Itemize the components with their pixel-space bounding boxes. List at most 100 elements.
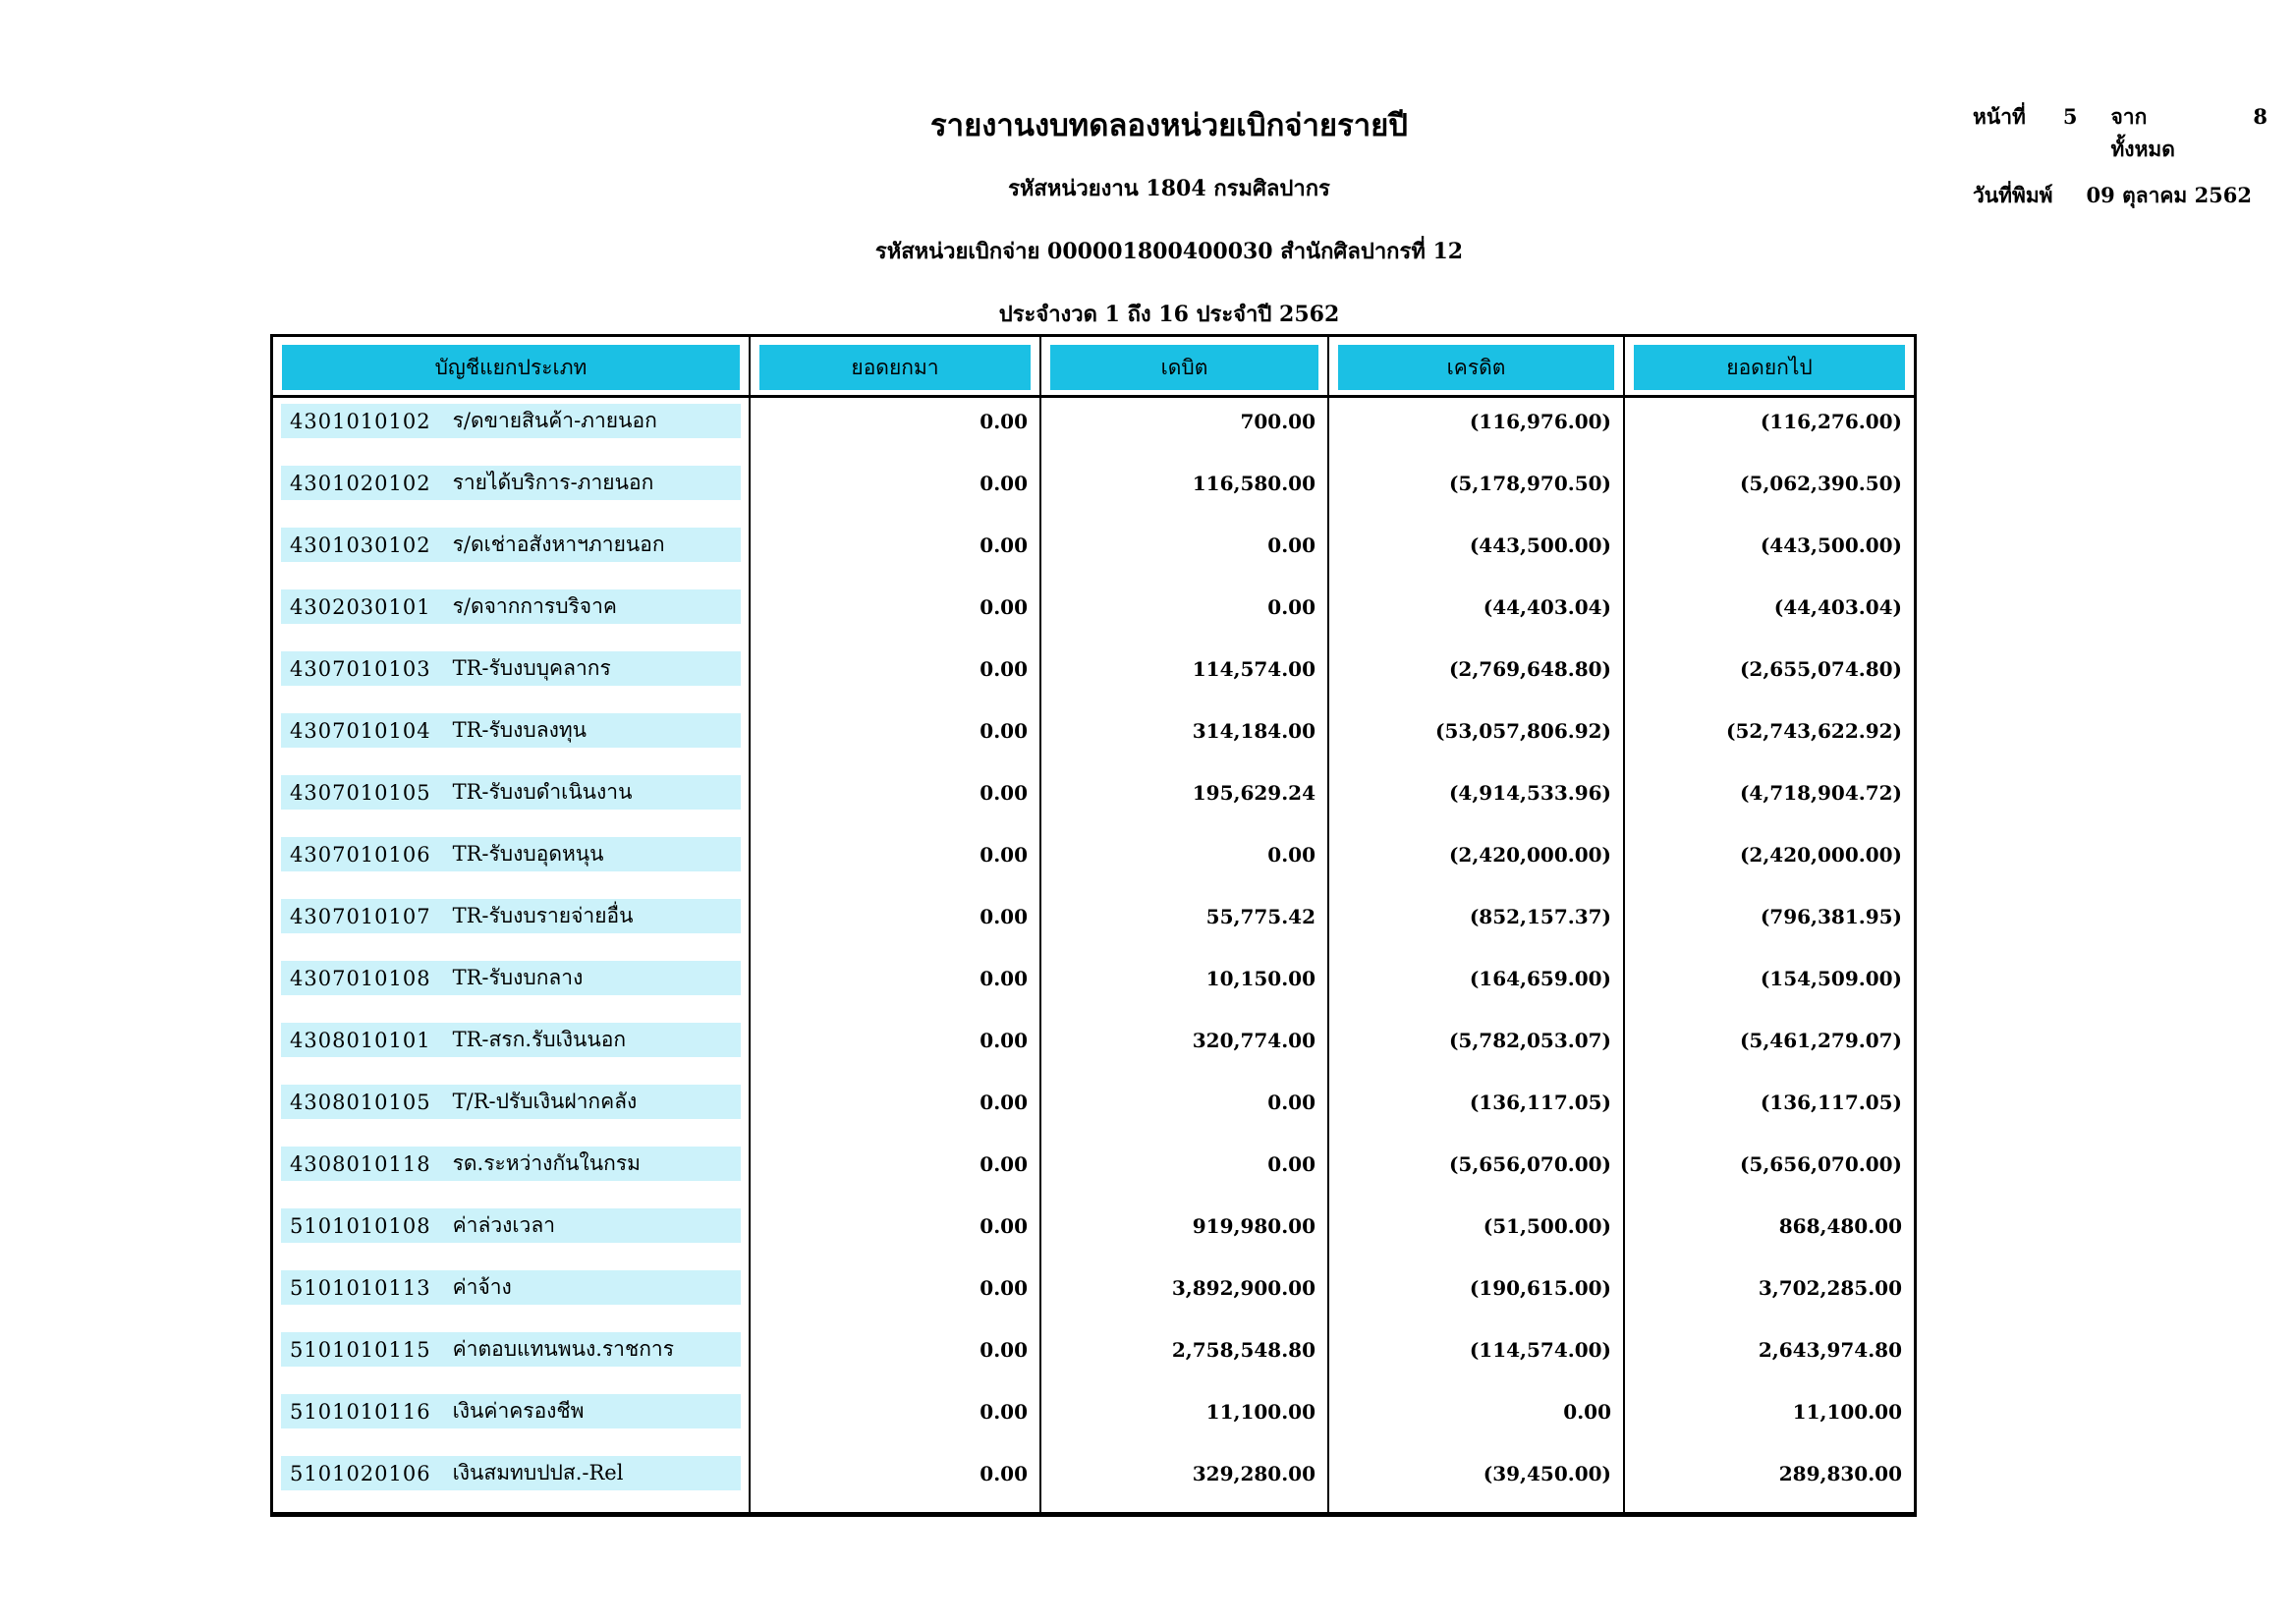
table-row-carry-in-cell: 0.00	[749, 1079, 1039, 1141]
carry-forward-in-value: 0.00	[980, 1151, 1028, 1176]
table-row-carry-out-cell: (4,718,904.72)	[1623, 769, 1914, 831]
account-band: 5101010108 ค่าล่วงเวลา	[281, 1208, 741, 1243]
table-row-account-cell: 4307010106 TR-รับงบอุดหนุน	[273, 831, 749, 893]
table-row-carry-out-cell: (5,461,279.07)	[1623, 1017, 1914, 1079]
account-code: 4307010104	[290, 718, 431, 743]
table-row-carry-in-cell: 0.00	[749, 707, 1039, 769]
account-code: 4301030102	[290, 532, 431, 557]
table-row-carry-in-cell: 0.00	[749, 584, 1039, 645]
carry-forward-out-value: (2,420,000.00)	[1739, 842, 1902, 867]
account-band: 5101020106 เงินสมทบปปส.-Rel	[281, 1456, 741, 1490]
column-header-carry-out: ยอดยกไป	[1634, 345, 1905, 390]
carry-forward-in-value: 0.00	[980, 532, 1028, 557]
debit-value: 0.00	[1267, 1151, 1315, 1176]
credit-value: (136,117.05)	[1469, 1090, 1611, 1114]
total-pages-label: จากทั้งหมด	[2110, 104, 2175, 161]
carry-forward-in-value: 0.00	[980, 1337, 1028, 1362]
debit-value: 2,758,548.80	[1171, 1337, 1315, 1362]
carry-forward-in-value: 0.00	[980, 1275, 1028, 1300]
header-cell-credit: เครดิต	[1327, 337, 1623, 398]
page-info: หน้าที่ 5 จากทั้งหมด 8 วันที่พิมพ์ 09 ตุ…	[1973, 101, 2267, 226]
credit-value: (443,500.00)	[1469, 532, 1611, 557]
account-band: 4301030102 ร/ดเช่าอสังหาฯภายนอก	[281, 528, 741, 562]
table-row-account-cell: 4307010105 TR-รับงบดำเนินงาน	[273, 769, 749, 831]
page-number: 5	[2062, 104, 2078, 129]
carry-forward-in-value: 0.00	[980, 1213, 1028, 1238]
account-name: ร/ดจากการบริจาค	[452, 594, 617, 618]
header-cell-debit: เดบิต	[1039, 337, 1327, 398]
print-date-row: วันที่พิมพ์ 09 ตุลาคม 2562	[1973, 180, 2267, 212]
table-row-carry-out-cell: (154,509.00)	[1623, 955, 1914, 1017]
table-row-account-cell: 4307010104 TR-รับงบลงทุน	[273, 707, 749, 769]
carry-forward-out-value: (116,276.00)	[1760, 409, 1902, 433]
credit-value: (5,656,070.00)	[1448, 1151, 1611, 1176]
carry-forward-out-value: 289,830.00	[1778, 1461, 1902, 1485]
table-row-account-cell: 5101010108 ค่าล่วงเวลา	[273, 1203, 749, 1264]
page-number-row: หน้าที่ 5 จากทั้งหมด 8	[1973, 101, 2267, 166]
account-band: 4307010103 TR-รับงบบุคลากร	[281, 651, 741, 686]
carry-forward-out-value: 11,100.00	[1792, 1399, 1902, 1424]
table-row-account-cell: 5101010113 ค่าจ้าง	[273, 1264, 749, 1326]
table-row-debit-cell: 11,100.00	[1039, 1388, 1327, 1450]
table-row-carry-out-cell: (52,743,622.92)	[1623, 707, 1914, 769]
table-row-credit-cell: (2,420,000.00)	[1327, 831, 1623, 893]
account-code: 5101010113	[290, 1275, 431, 1300]
table-row-debit-cell: 3,892,900.00	[1039, 1264, 1327, 1326]
credit-value: (44,403.04)	[1483, 594, 1611, 619]
carry-forward-out-value: (136,117.05)	[1760, 1090, 1902, 1114]
table-row-account-cell: 4301030102 ร/ดเช่าอสังหาฯภายนอก	[273, 522, 749, 584]
account-band: 4307010105 TR-รับงบดำเนินงาน	[281, 775, 741, 810]
account-band: 4307010108 TR-รับงบกลาง	[281, 961, 741, 995]
table-row-carry-in-cell: 0.00	[749, 1388, 1039, 1450]
agency-line: รหัสหน่วยงาน 1804 กรมศิลปากร	[1008, 176, 1330, 201]
debit-value: 314,184.00	[1192, 718, 1315, 743]
table-row-carry-out-cell: (2,655,074.80)	[1623, 645, 1914, 707]
table-row-account-cell: 4301020102 รายได้บริการ-ภายนอก	[273, 460, 749, 522]
debit-value: 0.00	[1267, 594, 1315, 619]
account-code: 4308010105	[290, 1090, 431, 1114]
account-name: รายได้บริการ-ภายนอก	[452, 471, 654, 494]
account-code: 5101010108	[290, 1213, 431, 1238]
table-row-debit-cell: 320,774.00	[1039, 1017, 1327, 1079]
period-line: ประจำงวด 1 ถึง 16 ประจำปี 2562	[998, 302, 1340, 327]
table-row-credit-cell: (116,976.00)	[1327, 398, 1623, 460]
table-row-carry-out-cell: (443,500.00)	[1623, 522, 1914, 584]
carry-forward-out-value: (443,500.00)	[1760, 532, 1902, 557]
account-name: TR-รับงบกลาง	[452, 966, 584, 989]
table-row-credit-cell: (44,403.04)	[1327, 584, 1623, 645]
account-band: 5101010116 เงินค่าครองชีพ	[281, 1394, 741, 1428]
carry-forward-out-value: (5,656,070.00)	[1739, 1151, 1902, 1176]
table-row-carry-in-cell: 0.00	[749, 1264, 1039, 1326]
table-row-debit-cell: 314,184.00	[1039, 707, 1327, 769]
table-row-debit-cell: 329,280.00	[1039, 1450, 1327, 1512]
disbursement-unit-line: รหัสหน่วยเบิกจ่าย 000001800400030 สำนักศ…	[874, 239, 1464, 264]
table-row-carry-out-cell: (796,381.95)	[1623, 893, 1914, 955]
carry-forward-in-value: 0.00	[980, 1090, 1028, 1114]
account-name: TR-รับงบบุคลากร	[452, 656, 611, 680]
table-row-carry-out-cell: (116,276.00)	[1623, 398, 1914, 460]
table-row-debit-cell: 2,758,548.80	[1039, 1326, 1327, 1388]
debit-value: 0.00	[1267, 532, 1315, 557]
account-band: 4301010102 ร/ดขายสินค้า-ภายนอก	[281, 404, 741, 438]
table-row-debit-cell: 0.00	[1039, 831, 1327, 893]
account-code: 5101010116	[290, 1399, 431, 1424]
table-row-account-cell: 5101020106 เงินสมทบปปส.-Rel	[273, 1450, 749, 1512]
table-row-account-cell: 4307010107 TR-รับงบรายจ่ายอื่น	[273, 893, 749, 955]
table-row-credit-cell: (53,057,806.92)	[1327, 707, 1623, 769]
account-code: 4307010106	[290, 842, 431, 867]
debit-value: 55,775.42	[1205, 904, 1315, 928]
debit-value: 329,280.00	[1192, 1461, 1315, 1485]
table-row-carry-out-cell: 868,480.00	[1623, 1203, 1914, 1264]
carry-forward-in-value: 0.00	[980, 1028, 1028, 1052]
debit-value: 11,100.00	[1205, 1399, 1315, 1424]
table-row-carry-in-cell: 0.00	[749, 831, 1039, 893]
table-row-debit-cell: 114,574.00	[1039, 645, 1327, 707]
carry-forward-out-value: 3,702,285.00	[1758, 1275, 1902, 1300]
credit-value: (164,659.00)	[1469, 966, 1611, 990]
table-row-credit-cell: (4,914,533.96)	[1327, 769, 1623, 831]
account-band: 4307010104 TR-รับงบลงทุน	[281, 713, 741, 748]
carry-forward-out-value: 868,480.00	[1778, 1213, 1902, 1238]
credit-value: (51,500.00)	[1483, 1213, 1611, 1238]
page-label: หน้าที่	[1973, 104, 2026, 129]
column-header-credit: เครดิต	[1338, 345, 1614, 390]
